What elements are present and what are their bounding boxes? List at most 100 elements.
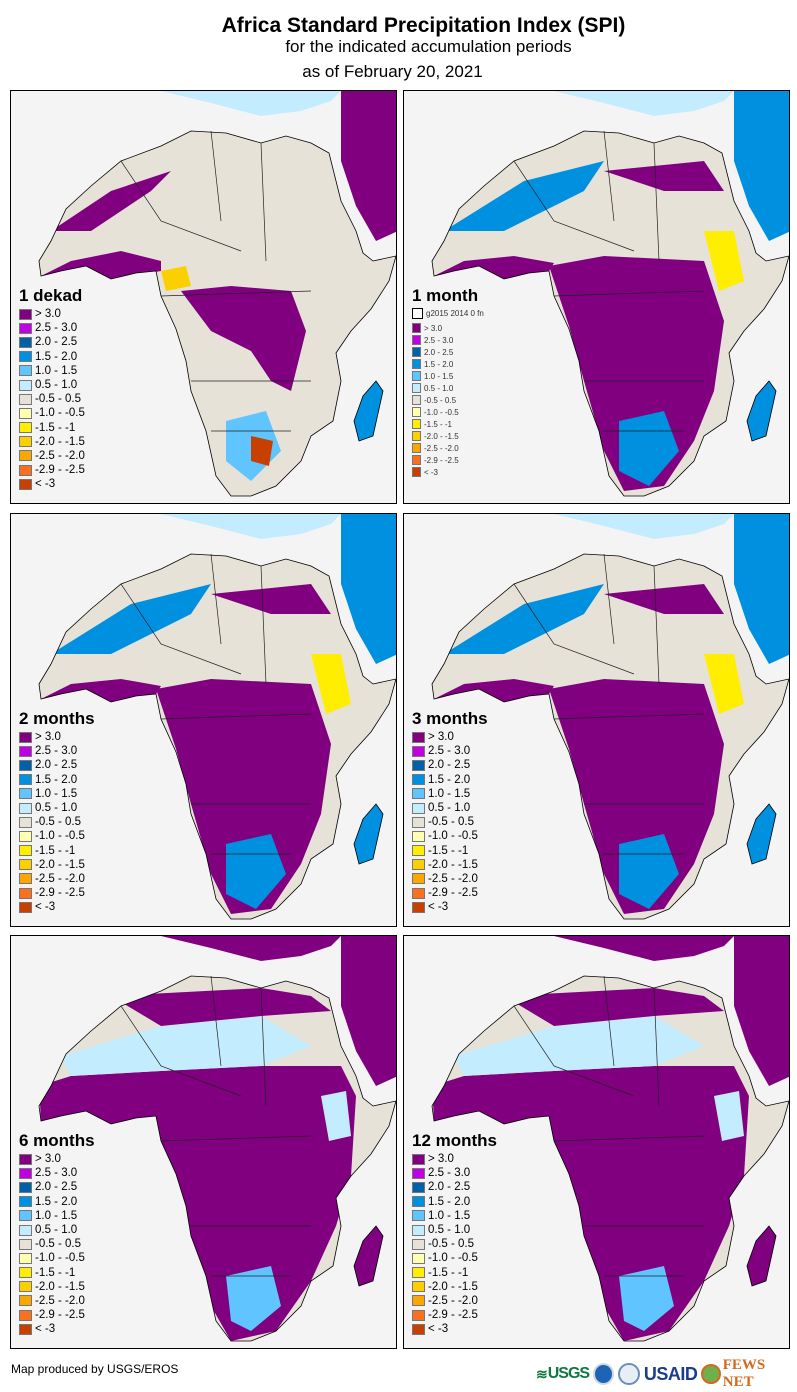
spi-zone bbox=[454, 1016, 704, 1076]
legend-swatch bbox=[19, 436, 32, 448]
legend: 1 month g2015 2014 0 fn > 3.0 2.5 - 3.0 2.0 … bbox=[412, 287, 484, 478]
legend-item: 2.0 - 2.5 bbox=[19, 335, 85, 349]
legend-label: -1.5 - -1 bbox=[428, 844, 469, 857]
legend-item: -1.0 - -0.5 bbox=[412, 1251, 497, 1265]
legend-swatch bbox=[19, 1238, 32, 1250]
spi-zone bbox=[51, 171, 171, 231]
spi-zone bbox=[714, 1091, 744, 1141]
legend-item: 1.0 - 1.5 bbox=[412, 787, 488, 801]
legend-swatch bbox=[412, 830, 425, 842]
spi-zone bbox=[604, 161, 724, 191]
legend-swatch bbox=[19, 901, 32, 913]
map-panel-month3: 3 months > 3.0 2.5 - 3.0 2.0 - 2.5 1.5 - 2.0… bbox=[403, 513, 790, 927]
legend-item: -2.0 - -1.5 bbox=[19, 858, 95, 872]
legend-swatch bbox=[412, 1267, 425, 1279]
legend-label: -2.9 - -2.5 bbox=[424, 455, 459, 465]
legend-label: < -3 bbox=[424, 467, 439, 477]
legend-label: -1.5 - -1 bbox=[428, 1266, 469, 1279]
madagascar bbox=[746, 803, 777, 865]
country-border bbox=[603, 130, 615, 222]
legend-item: 1.0 - 1.5 bbox=[19, 1209, 95, 1223]
legend-label: -2.5 - -2.0 bbox=[35, 872, 85, 885]
legend-swatch bbox=[19, 1196, 32, 1208]
legend-label: 2.0 - 2.5 bbox=[424, 347, 454, 357]
panel-label: 3 months bbox=[412, 709, 488, 728]
legend-item: > 3.0 bbox=[412, 322, 484, 334]
arabia-region bbox=[734, 91, 789, 241]
legend: 6 months > 3.0 2.5 - 3.0 2.0 - 2.5 1.5 - 2.0… bbox=[19, 1132, 95, 1336]
legend-label: 0.5 - 1.0 bbox=[35, 379, 78, 392]
legend-swatch bbox=[412, 845, 425, 857]
legend-item: 1.0 - 1.5 bbox=[19, 364, 85, 378]
legend-label: -0.5 - 0.5 bbox=[428, 816, 475, 829]
panel-label: 6 months bbox=[19, 1131, 95, 1150]
legend-swatch bbox=[19, 379, 32, 391]
arabia-region bbox=[734, 936, 789, 1086]
legend-item: 0.5 - 1.0 bbox=[19, 378, 85, 392]
legend-swatch bbox=[412, 1167, 425, 1179]
madagascar bbox=[746, 1225, 777, 1287]
spi-zone bbox=[39, 1066, 356, 1341]
logo-strip: ≋ USGS USAID FEWS NET bbox=[536, 1357, 797, 1390]
legend-swatch bbox=[19, 1167, 32, 1179]
spi-zone bbox=[444, 584, 604, 654]
legend-item: < -3 bbox=[19, 1322, 95, 1336]
africa-map bbox=[431, 91, 789, 497]
legend-swatch bbox=[412, 774, 425, 786]
legend-swatch bbox=[412, 1210, 425, 1222]
legend-item: -2.5 - -2.0 bbox=[19, 1294, 95, 1308]
legend-swatch bbox=[412, 859, 425, 871]
legend-item: 1.0 - 1.5 bbox=[412, 1209, 497, 1223]
legend-label: -2.5 - -2.0 bbox=[428, 1294, 478, 1307]
country-border bbox=[653, 565, 660, 685]
legend-item: 2.5 - 3.0 bbox=[19, 321, 85, 335]
legend-swatch bbox=[412, 901, 425, 913]
map-panel-dekad: 1 dekad > 3.0 2.5 - 3.0 2.0 - 2.5 1.5 - 2.0 1… bbox=[10, 90, 397, 504]
legend-item: 2.0 - 2.5 bbox=[412, 346, 484, 358]
legend-extra-entry: g2015 2014 0 fn bbox=[412, 307, 484, 319]
legend-label: 1.0 - 1.5 bbox=[35, 1209, 78, 1222]
legend-label: -0.5 - 0.5 bbox=[428, 1238, 475, 1251]
country-border bbox=[513, 583, 635, 675]
legend-label: > 3.0 bbox=[35, 731, 61, 744]
legend-swatch bbox=[19, 450, 32, 462]
country-border bbox=[260, 565, 267, 685]
legend-swatch bbox=[19, 1181, 32, 1193]
legend-label: 2.0 - 2.5 bbox=[428, 759, 471, 772]
legend-swatch bbox=[19, 478, 32, 490]
africa-outline bbox=[38, 130, 396, 497]
legend-label: 1.5 - 2.0 bbox=[424, 359, 454, 369]
legend-label: 1.0 - 1.5 bbox=[35, 787, 78, 800]
country-border bbox=[553, 713, 705, 720]
arabia-region bbox=[341, 936, 396, 1086]
legend-label: 2.0 - 2.5 bbox=[35, 336, 78, 349]
panel-label: 1 dekad bbox=[19, 286, 83, 305]
legend-item: > 3.0 bbox=[19, 730, 95, 744]
legend-swatch bbox=[19, 407, 32, 419]
legend-swatch bbox=[412, 731, 425, 743]
legend-label: -2.0 - -1.5 bbox=[428, 858, 478, 871]
legend-swatch bbox=[412, 431, 421, 441]
spi-zone bbox=[549, 256, 724, 491]
legend-item: 2.5 - 3.0 bbox=[412, 334, 484, 346]
map-panel-month1: 1 month g2015 2014 0 fn > 3.0 2.5 - 3.0 2.0 … bbox=[403, 90, 790, 504]
legend-item: 1.5 - 2.0 bbox=[19, 350, 85, 364]
legend-swatch bbox=[19, 731, 32, 743]
legend-item: -2.5 - -2.0 bbox=[19, 449, 85, 463]
legend-label: -2.5 - -2.0 bbox=[424, 443, 459, 453]
spi-zone bbox=[604, 584, 724, 614]
legend-item: 0.5 - 1.0 bbox=[412, 382, 484, 394]
legend-item: < -3 bbox=[19, 477, 85, 491]
map-title: Africa Standard Precipitation Index (SPI… bbox=[221, 14, 626, 37]
map-date: as of February 20, 2021 bbox=[302, 62, 483, 81]
legend-swatch bbox=[19, 1210, 32, 1222]
legend-item: -1.0 - -0.5 bbox=[412, 406, 484, 418]
europe-region bbox=[161, 514, 341, 539]
legend-label: -2.0 - -1.5 bbox=[35, 435, 85, 448]
legend-swatch bbox=[19, 308, 32, 320]
legend-item: -1.5 - -1 bbox=[19, 1266, 95, 1280]
legend-label: 0.5 - 1.0 bbox=[424, 383, 454, 393]
legend-swatch bbox=[19, 393, 32, 405]
legend-label: -1.0 - -0.5 bbox=[428, 830, 478, 843]
legend-label: 2.5 - 3.0 bbox=[35, 1167, 78, 1180]
